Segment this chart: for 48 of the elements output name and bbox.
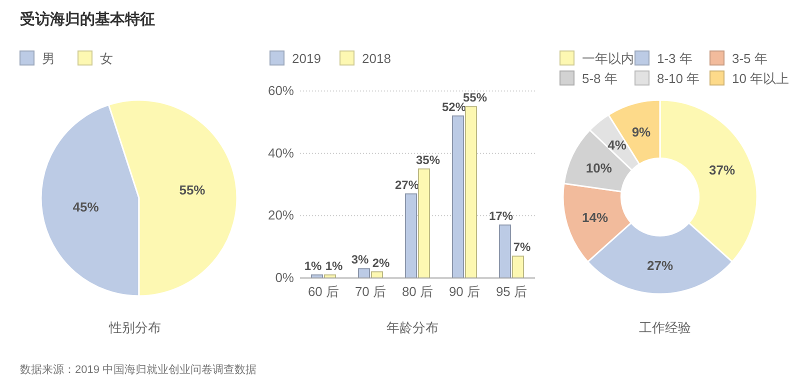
x-axis-title: 年龄分布 (386, 320, 438, 335)
data-label: 17% (488, 209, 514, 224)
bar (358, 268, 370, 278)
data-label: 14% (582, 210, 608, 225)
x-tick-label: 95 后 (496, 284, 528, 299)
data-label: 55% (179, 182, 206, 198)
legend-label: 1-3 年 (657, 51, 692, 66)
y-tick-label: 60% (268, 83, 294, 98)
data-label: 2% (372, 256, 390, 270)
legend-label: 2018 (362, 51, 391, 66)
data-label: 35% (416, 152, 440, 167)
legend-label: 女 (100, 51, 113, 66)
data-label: 1% (325, 258, 343, 273)
x-tick-label: 70 后 (354, 284, 386, 299)
y-tick-label: 20% (268, 208, 294, 223)
x-tick-label: 80 后 (402, 284, 434, 299)
bar (499, 224, 511, 278)
data-label: 3% (351, 252, 369, 267)
bar (512, 256, 524, 278)
data-label: 4% (608, 137, 627, 152)
text: 性别分布 (108, 320, 161, 335)
bar (405, 193, 417, 278)
data-label: 37% (708, 162, 736, 178)
data-label: 55% (462, 90, 488, 105)
chart-title: 受访海归的基本特征 (19, 10, 155, 28)
legend-label: 3-5 年 (732, 51, 768, 66)
y-tick-label: 0% (275, 270, 294, 285)
legend-label: 10 年以上 (732, 71, 790, 86)
data-label: 27% (646, 258, 674, 273)
data-label: 10% (586, 160, 612, 176)
bar (465, 106, 477, 278)
legend-label: 8-10 年 (657, 71, 700, 86)
y-tick-label: 40% (268, 145, 294, 160)
bar (452, 115, 464, 278)
source-note: 数据来源：2019 中国海归就业创业问卷调查数据 (20, 363, 257, 376)
legend-label: 一年以内 (582, 51, 634, 66)
legend-label: 5-8 年 (582, 71, 618, 86)
x-tick-label: 90 后 (448, 284, 480, 299)
data-label: 9% (632, 124, 652, 140)
data-label: 27% (394, 178, 420, 192)
bar (418, 168, 430, 278)
text: 工作经验 (639, 320, 691, 335)
legend-label: 2019 (292, 51, 321, 66)
x-tick-label: 60 后 (308, 284, 340, 299)
legend-label: 男 (42, 51, 55, 66)
data-label: 1% (304, 258, 322, 273)
data-label: 45% (72, 199, 100, 214)
data-label: 7% (513, 240, 531, 254)
